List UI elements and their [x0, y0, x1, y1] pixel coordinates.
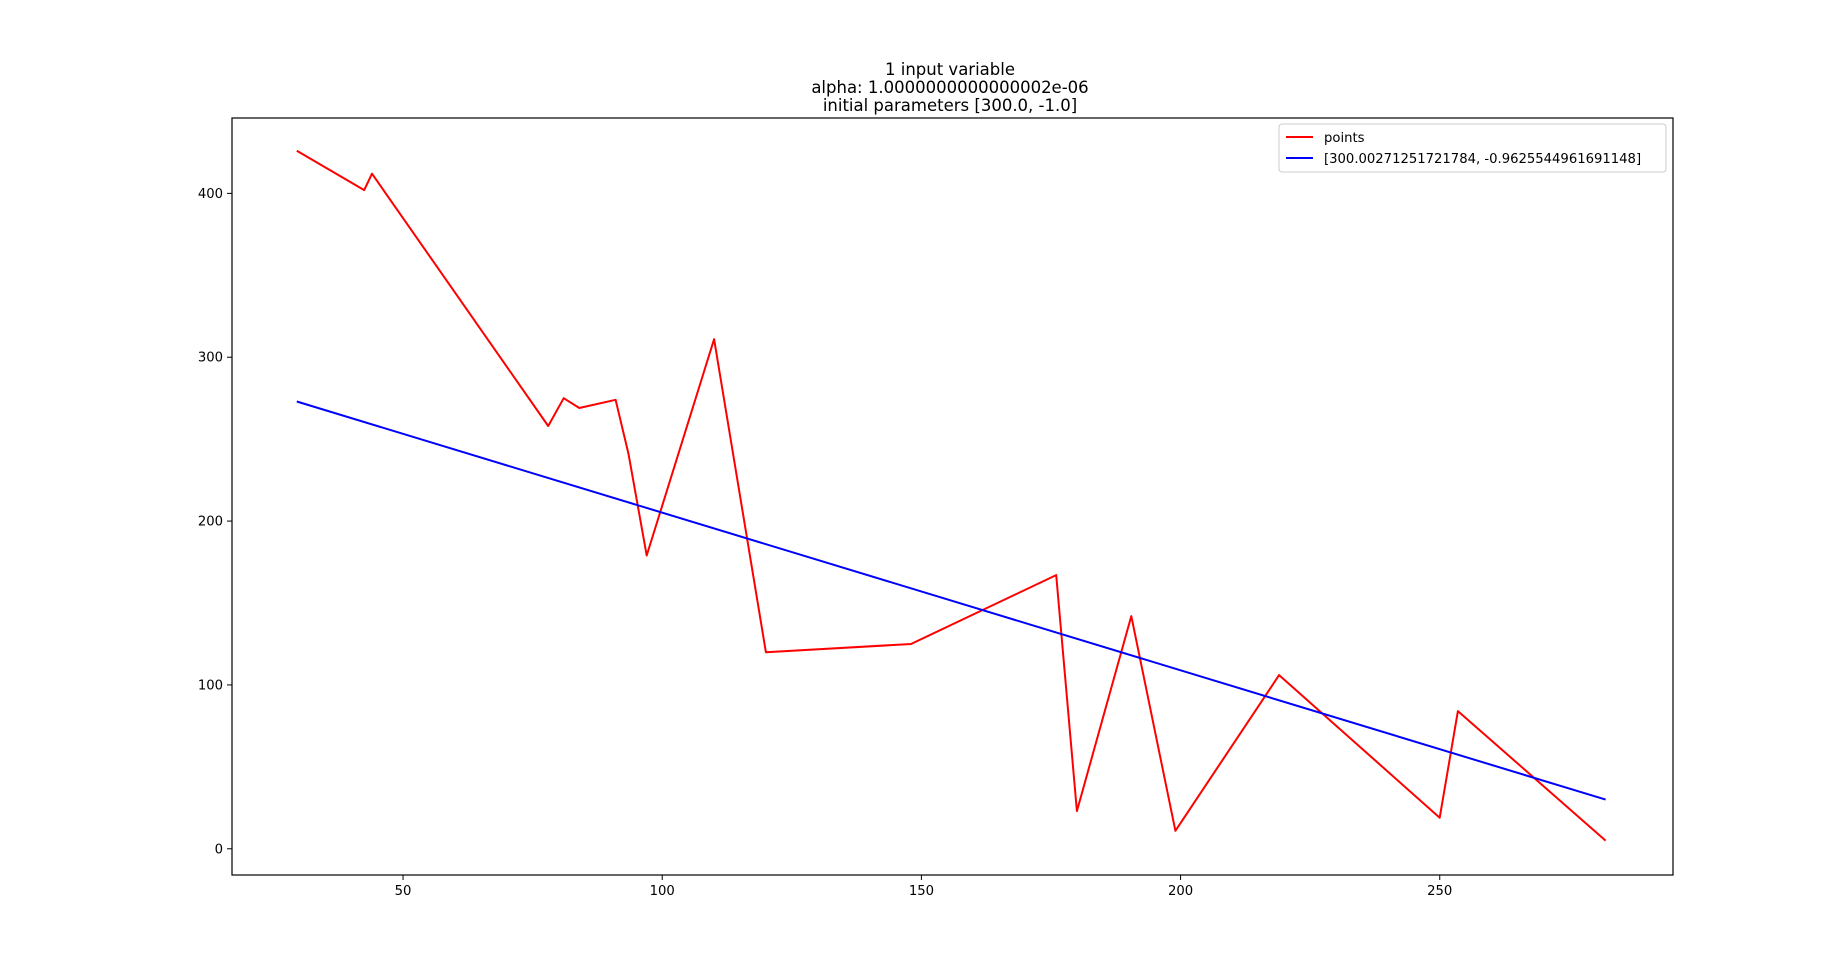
plot-frame — [231, 117, 1674, 876]
legend: points [300.00271251721784, -0.962554496… — [1278, 123, 1667, 173]
y-tick-label: 0 — [215, 842, 223, 857]
series-line-0 — [296, 149, 1607, 842]
x-tick-label: 50 — [395, 884, 412, 899]
chart-title-line-3: initial parameters [300.0, -1.0] — [823, 96, 1077, 115]
x-tick-label: 100 — [650, 884, 675, 899]
series-line-1 — [296, 400, 1606, 801]
y-tick-label: 100 — [198, 678, 223, 693]
chart-title-line-1: 1 input variable — [885, 60, 1015, 79]
x-tick-label: 250 — [1427, 884, 1452, 899]
y-tick-label: 300 — [198, 351, 223, 366]
legend-box — [1278, 123, 1667, 173]
legend-label-fit: [300.00271251721784, -0.9625544961691148… — [1324, 152, 1641, 167]
chart-title-line-2: alpha: 1.0000000000000002e-06 — [811, 78, 1088, 97]
legend-label-points: points — [1324, 131, 1365, 146]
y-tick-label: 200 — [198, 515, 223, 530]
plot-area — [296, 149, 1607, 842]
y-tick-label: 400 — [198, 187, 223, 202]
x-tick-label: 200 — [1168, 884, 1193, 899]
y-axis: 0 100 200 300 400 — [198, 187, 232, 857]
x-tick-label: 150 — [909, 884, 934, 899]
x-axis: 50 100 150 200 250 — [395, 875, 1452, 899]
